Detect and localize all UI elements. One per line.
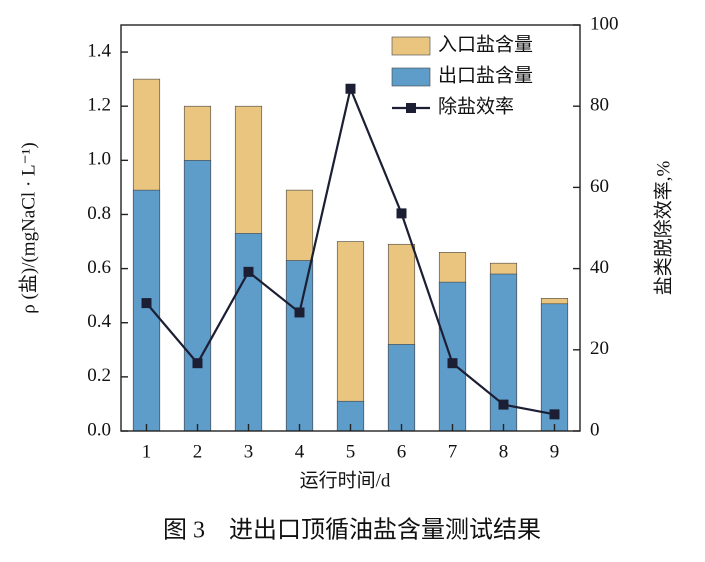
plot-frame — [120, 24, 581, 432]
x-tick-label: 5 — [346, 441, 356, 462]
bar — [132, 189, 161, 432]
y-tick-label: 1.4 — [87, 40, 111, 61]
marker — [294, 307, 305, 318]
marker — [498, 399, 509, 410]
marker — [141, 298, 152, 309]
bar — [387, 344, 416, 432]
x-tick-label: 4 — [295, 441, 305, 462]
marker — [243, 266, 254, 277]
legend-label: 除盐效率 — [438, 95, 514, 117]
legend-label: 出口盐含量 — [438, 64, 533, 86]
legend-label: 入口盐含量 — [438, 33, 533, 55]
legend-swatch — [391, 67, 431, 87]
marker — [447, 358, 458, 369]
legend-swatch — [406, 103, 416, 113]
y2-tick-label: 60 — [590, 176, 609, 197]
marker — [396, 208, 407, 219]
marker — [345, 83, 356, 94]
x-tick-label: 7 — [448, 441, 458, 462]
caption: 图 3 进出口顶循油盐含量测试结果 — [163, 517, 541, 544]
x-tick-label: 8 — [499, 441, 509, 462]
x-tick-label: 1 — [142, 441, 152, 462]
bar — [438, 281, 467, 432]
bar — [234, 233, 263, 432]
x-axis-label: 运行时间/d — [300, 469, 391, 491]
y2-tick-label: 0 — [590, 419, 600, 440]
marker — [549, 409, 560, 420]
bar — [336, 241, 365, 432]
y-tick-label: 0.2 — [87, 365, 111, 386]
y-tick-label: 0.6 — [87, 257, 111, 278]
x-tick-label: 3 — [244, 441, 254, 462]
bar — [183, 160, 212, 432]
x-tick-label: 2 — [193, 441, 203, 462]
x-tick-label: 9 — [550, 441, 560, 462]
y2-tick-label: 80 — [590, 95, 609, 116]
marker — [192, 358, 203, 369]
y-tick-label: 0.0 — [87, 419, 111, 440]
y-tick-label: 1.2 — [87, 95, 111, 116]
bar — [285, 260, 314, 432]
y-tick-label: 0.8 — [87, 203, 111, 224]
y-tick-label: 1.0 — [87, 149, 111, 170]
y2-axis-label: 盐类脱除效率,% — [652, 161, 674, 296]
y-tick-label: 0.4 — [87, 311, 111, 332]
y-axis-label: ρ (盐)/(mgNaCl · L⁻¹) — [17, 142, 39, 313]
y2-tick-label: 20 — [590, 338, 609, 359]
x-tick-label: 6 — [397, 441, 407, 462]
y2-tick-label: 40 — [590, 257, 609, 278]
y2-tick-label: 100 — [590, 13, 619, 34]
legend-swatch — [391, 36, 431, 56]
